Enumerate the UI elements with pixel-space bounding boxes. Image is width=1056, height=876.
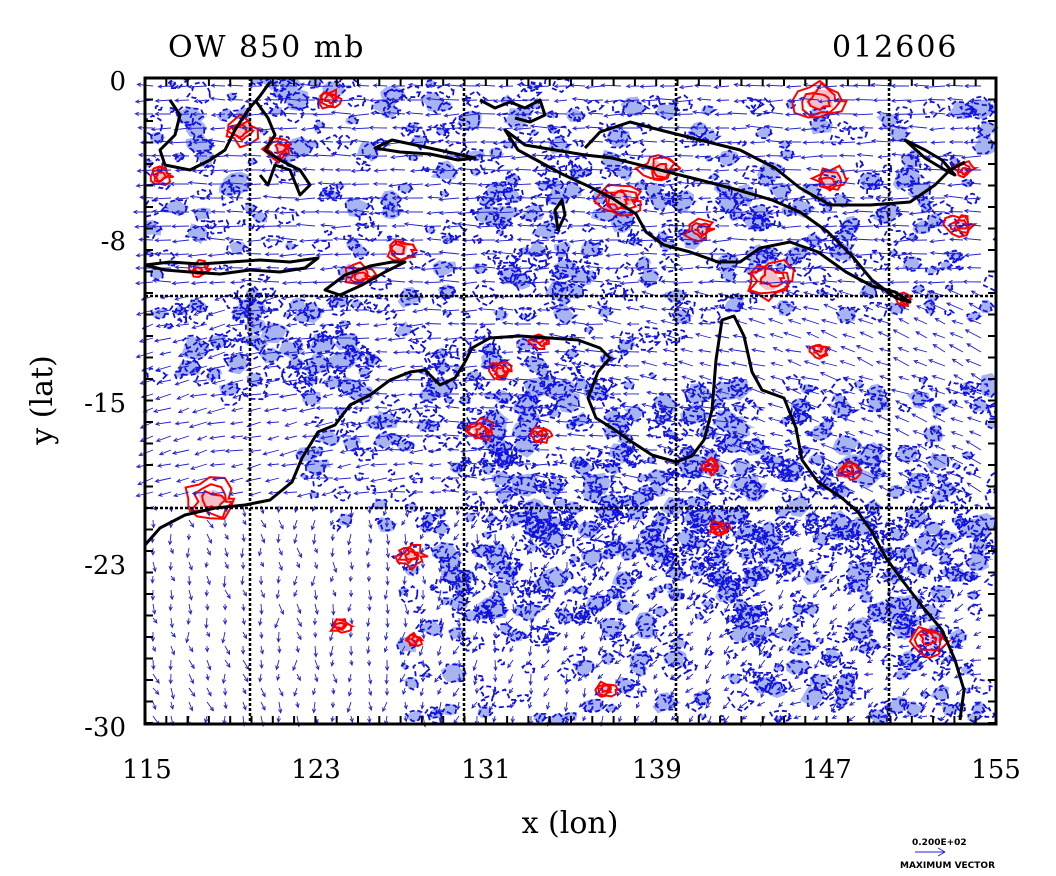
- axis-ticks: [144, 77, 996, 724]
- coastline-lesser-sunda: [143, 256, 320, 276]
- coastline-small-island: [553, 198, 567, 232]
- x-tick-label: 131: [461, 755, 511, 785]
- coastline-new-guinea: [503, 128, 912, 304]
- x-tick-label: 155: [971, 755, 1021, 785]
- x-axis-label: x (lon): [522, 806, 619, 841]
- coastline-borneo-sulawesi: [158, 81, 272, 172]
- coastlines: [143, 81, 966, 721]
- x-tick-label: 123: [291, 755, 341, 785]
- x-tick-label: 139: [632, 755, 682, 785]
- y-tick-label: 0: [109, 67, 126, 97]
- coastline-new-guinea-north: [583, 120, 966, 207]
- y-axis-label: y (lat): [25, 355, 60, 445]
- coastline-timor: [323, 260, 407, 297]
- map-title: OW 850 mb: [168, 30, 365, 65]
- x-tick-label: 147: [802, 755, 852, 785]
- coastline-sulawesi: [253, 99, 312, 197]
- coastline-seram: [373, 138, 477, 162]
- wind-vectors: [132, 82, 982, 728]
- graticule: [145, 78, 996, 724]
- y-tick-label: -15: [84, 389, 126, 419]
- coastline-new-britain: [903, 138, 957, 177]
- max-vector-label: MAXIMUM VECTOR: [900, 861, 995, 871]
- coastline-australia: [143, 314, 966, 721]
- map-timestamp: 012606: [832, 30, 959, 65]
- y-tick-label: -23: [84, 551, 126, 581]
- y-tick-label: -8: [101, 227, 126, 257]
- y-tick-label: -30: [84, 713, 126, 743]
- max-vector-value: 0.200E+02: [912, 838, 967, 848]
- coastline-halmahera: [479, 98, 547, 124]
- max-vector-legend: 0.200E+02 MAXIMUM VECTOR: [900, 838, 995, 871]
- x-tick-label: 115: [122, 755, 172, 785]
